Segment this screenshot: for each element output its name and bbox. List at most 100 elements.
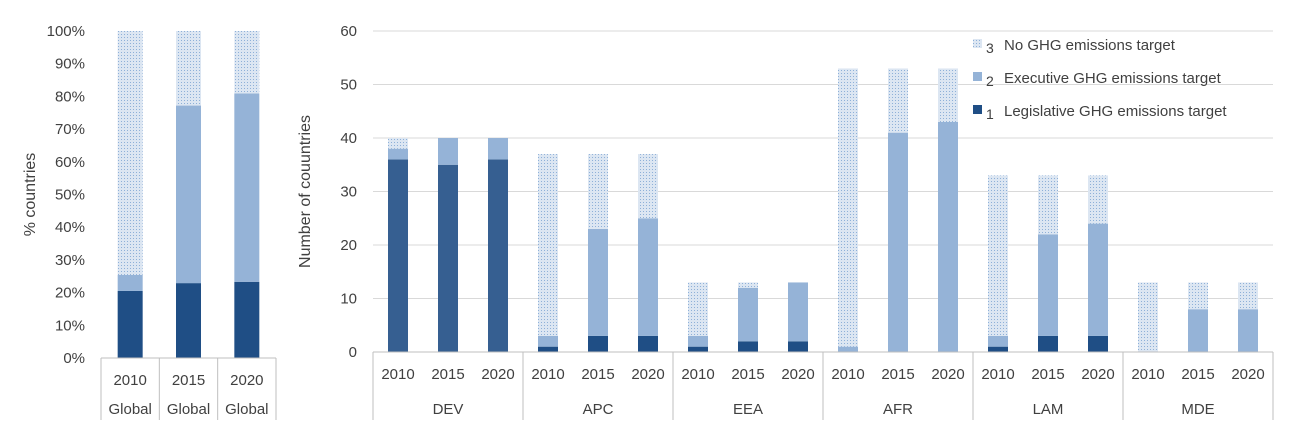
x-group-label: AFR [883,401,913,418]
x-tick-label: 2015 [172,372,205,389]
y-axis-title: % countries [22,153,39,237]
y-tick-label: 90% [55,56,85,73]
bar-segment-executive [788,282,808,342]
bar-segment-legislative [176,283,201,358]
x-group-label: Global [108,401,151,418]
bar-segment-executive [738,287,758,342]
x-tick-label: 2020 [931,366,964,383]
bar-segment-legislative [688,346,708,352]
bar-segment-none [938,68,958,122]
x-tick-label: 2010 [381,366,414,383]
y-tick-label: 80% [55,88,85,105]
x-tick-label: 2010 [531,366,564,383]
x-group-label: Global [167,401,210,418]
x-tick-label: 2020 [481,366,514,383]
bar-segment-executive [1188,309,1208,352]
y-tick-label: 0% [63,350,85,367]
bar-segment-none [1088,175,1108,224]
bar-segment-executive [638,218,658,336]
y-tick-label: 20 [340,237,357,254]
y-axis-title: Number of couuntries [297,115,314,268]
bar-segment-legislative [1088,335,1108,352]
regional-count-chart: 0 10 20 30 40 50 60 Number of couuntries 2010 201… [297,23,1274,420]
legend-label: No GHG emissions target [1004,37,1176,54]
bar-segment-executive [538,335,558,347]
x-group-label: Global [225,401,268,418]
x-group-label: EEA [733,401,763,418]
x-group-label: DEV [433,401,464,418]
bar-segment-executive [888,132,908,352]
bar-segment-none [1138,282,1158,352]
y-tick-label: 70% [55,121,85,138]
bar-segment-executive [388,148,408,160]
x-tick-label: 2015 [881,366,914,383]
bar-segment-legislative [234,281,260,358]
bar-segment-none [538,154,558,336]
y-tick-label: 60 [340,23,357,40]
bar-segment-executive [838,346,858,352]
bar-segment-legislative [488,159,508,352]
legend-number: 2 [986,73,994,89]
bar-segment-none [738,282,758,288]
bar-segment-executive [234,93,260,282]
bar-segment-none [117,31,143,275]
x-tick-label: 2010 [831,366,864,383]
y-tick-label: 0 [349,344,357,361]
bar-segment-none [688,282,708,336]
x-tick-label: 2020 [781,366,814,383]
legend-label: Executive GHG emissions target [1004,70,1222,87]
x-group-label: APC [583,401,614,418]
legend-swatch-executive [973,72,982,81]
bar-segment-legislative [1038,335,1058,352]
y-tick-label: 30 [340,184,357,201]
bar-segment-none [988,175,1008,336]
y-tick-label: 50 [340,77,357,94]
bar-segment-none [588,154,608,229]
y-tick-label: 10% [55,317,85,334]
bar-segment-executive [176,105,201,284]
y-tick-label: 60% [55,154,85,171]
bar-segment-legislative [117,290,143,358]
x-tick-label: 2015 [581,366,614,383]
legend-number: 1 [986,106,994,122]
bar-segment-executive [1038,234,1058,336]
x-tick-label: 2020 [1231,366,1264,383]
x-tick-label: 2015 [1031,366,1064,383]
bar-segment-none [838,68,858,347]
x-group-label: LAM [1033,401,1064,418]
bar-segment-legislative [638,335,658,352]
bar-segment-none [176,31,201,106]
bar-segment-none [1238,282,1258,310]
chart-legend: 3 No GHG emissions target 2 Executive GHG e… [973,37,1227,122]
legend-number: 3 [986,40,994,56]
bar-segment-executive [1238,309,1258,352]
bar-segment-executive [588,228,608,336]
bar-segment-executive [438,138,458,165]
bar-segment-legislative [988,346,1008,352]
bar-segment-legislative [538,346,558,352]
bar-segment-executive [988,335,1008,347]
x-tick-label: 2015 [1181,366,1214,383]
x-tick-label: 2020 [1081,366,1114,383]
bar-segment-executive [938,121,958,352]
x-tick-label: 2010 [681,366,714,383]
y-tick-label: 100% [47,23,85,40]
y-tick-label: 50% [55,187,85,204]
bar-segment-none [638,154,658,219]
y-tick-label: 30% [55,252,85,269]
bar-segment-executive [688,335,708,347]
bar-segment-legislative [738,341,758,352]
bar-segment-none [234,31,260,94]
x-tick-label: 2010 [981,366,1014,383]
y-tick-label: 10 [340,291,357,308]
y-tick-label: 40% [55,219,85,236]
bar-segment-legislative [588,335,608,352]
legend-swatch-none [973,39,982,48]
legend-label: Legislative GHG emissions target [1004,103,1227,120]
bar-segment-legislative [788,341,808,352]
x-tick-label: 2020 [631,366,664,383]
bar-segment-executive [488,138,508,160]
bar-segment-none [388,138,408,149]
